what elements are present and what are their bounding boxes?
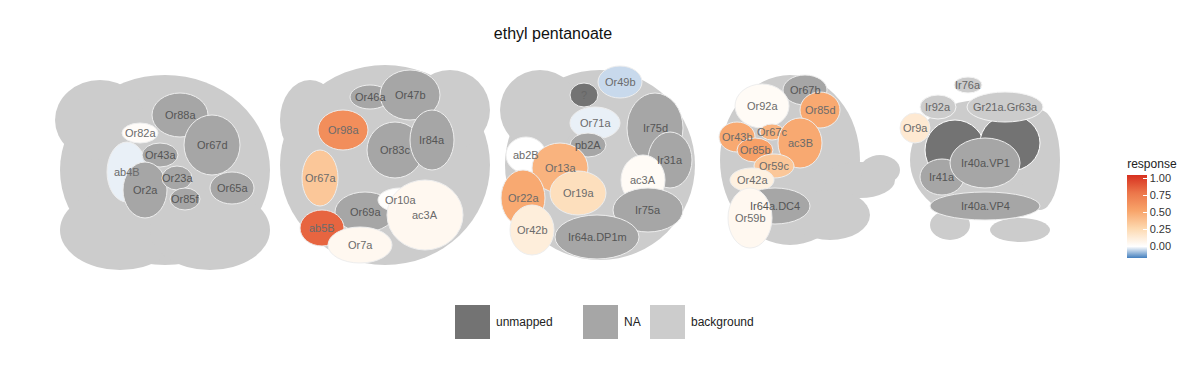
svg-text:Or23a: Or23a <box>162 172 193 184</box>
svg-text:Or49b: Or49b <box>605 76 636 88</box>
svg-text:Or13a: Or13a <box>545 162 576 174</box>
svg-text:Or9a: Or9a <box>903 122 928 134</box>
svg-text:Or85d: Or85d <box>805 104 836 116</box>
svg-text:Or92a: Or92a <box>747 100 778 112</box>
svg-text:ethyl pentanoate: ethyl pentanoate <box>494 25 612 42</box>
svg-text:Ir31a: Ir31a <box>657 154 683 166</box>
svg-text:ab5B: ab5B <box>309 222 335 234</box>
svg-text:background: background <box>691 315 754 329</box>
svg-text:ac3A: ac3A <box>630 174 656 186</box>
svg-text:Or59c: Or59c <box>759 160 789 172</box>
svg-text:Or71a: Or71a <box>580 117 611 129</box>
svg-text:response: response <box>1127 157 1177 171</box>
svg-text:Ir64a.DP1m: Ir64a.DP1m <box>568 231 627 243</box>
svg-text:1.00: 1.00 <box>1150 172 1171 184</box>
svg-text:Or43b: Or43b <box>722 131 753 143</box>
svg-text:Ir75a: Ir75a <box>635 204 661 216</box>
svg-text:Or69a: Or69a <box>350 206 381 218</box>
svg-text:Ir84a: Ir84a <box>419 134 445 146</box>
svg-text:0.50: 0.50 <box>1150 206 1171 218</box>
svg-text:Ir76a: Ir76a <box>955 79 981 91</box>
svg-text:0.25: 0.25 <box>1150 223 1171 235</box>
svg-text:Ir40a.VP1: Ir40a.VP1 <box>961 157 1010 169</box>
svg-text:ab2B: ab2B <box>513 149 539 161</box>
svg-text:0.00: 0.00 <box>1150 240 1171 252</box>
svg-text:ac3B: ac3B <box>788 137 813 149</box>
svg-text:Ir40a.VP4: Ir40a.VP4 <box>961 200 1010 212</box>
svg-text:Or42a: Or42a <box>737 174 768 186</box>
svg-text:Or59b: Or59b <box>735 212 766 224</box>
svg-text:Or67c: Or67c <box>757 126 787 138</box>
svg-text:pb2A: pb2A <box>575 139 601 151</box>
svg-text:Or42b: Or42b <box>517 224 548 236</box>
svg-text:?: ? <box>581 89 587 101</box>
svg-text:Ir41a: Ir41a <box>929 171 955 183</box>
svg-text:Or22a: Or22a <box>508 192 539 204</box>
svg-text:0.75: 0.75 <box>1150 189 1171 201</box>
svg-text:Ir92a: Ir92a <box>925 101 951 113</box>
svg-text:Or67a: Or67a <box>305 172 336 184</box>
svg-text:Or7a: Or7a <box>348 239 373 251</box>
svg-text:Or10a: Or10a <box>385 194 416 206</box>
svg-text:Or47b: Or47b <box>395 89 426 101</box>
svg-text:Or82a: Or82a <box>125 127 156 139</box>
svg-text:Or88a: Or88a <box>165 109 196 121</box>
svg-text:Or19a: Or19a <box>563 187 594 199</box>
svg-text:Or46a: Or46a <box>355 91 386 103</box>
svg-text:NA: NA <box>624 315 641 329</box>
svg-text:Or2a: Or2a <box>133 184 158 196</box>
svg-text:Ir64a.DC4: Ir64a.DC4 <box>750 200 800 212</box>
svg-text:Or67d: Or67d <box>197 139 228 151</box>
svg-text:Or98a: Or98a <box>328 124 359 136</box>
svg-text:Or85b: Or85b <box>740 144 771 156</box>
svg-text:Or83c: Or83c <box>380 144 410 156</box>
svg-text:ab4B: ab4B <box>114 166 140 178</box>
svg-text:Ir75d: Ir75d <box>643 122 668 134</box>
svg-text:Or67b: Or67b <box>790 84 821 96</box>
svg-text:Or43a: Or43a <box>145 149 176 161</box>
svg-text:Or85f: Or85f <box>171 193 199 205</box>
svg-text:Gr21a.Gr63a: Gr21a.Gr63a <box>973 101 1038 113</box>
svg-text:unmapped: unmapped <box>496 315 553 329</box>
svg-text:Or65a: Or65a <box>217 182 248 194</box>
svg-text:ac3A: ac3A <box>412 209 438 221</box>
